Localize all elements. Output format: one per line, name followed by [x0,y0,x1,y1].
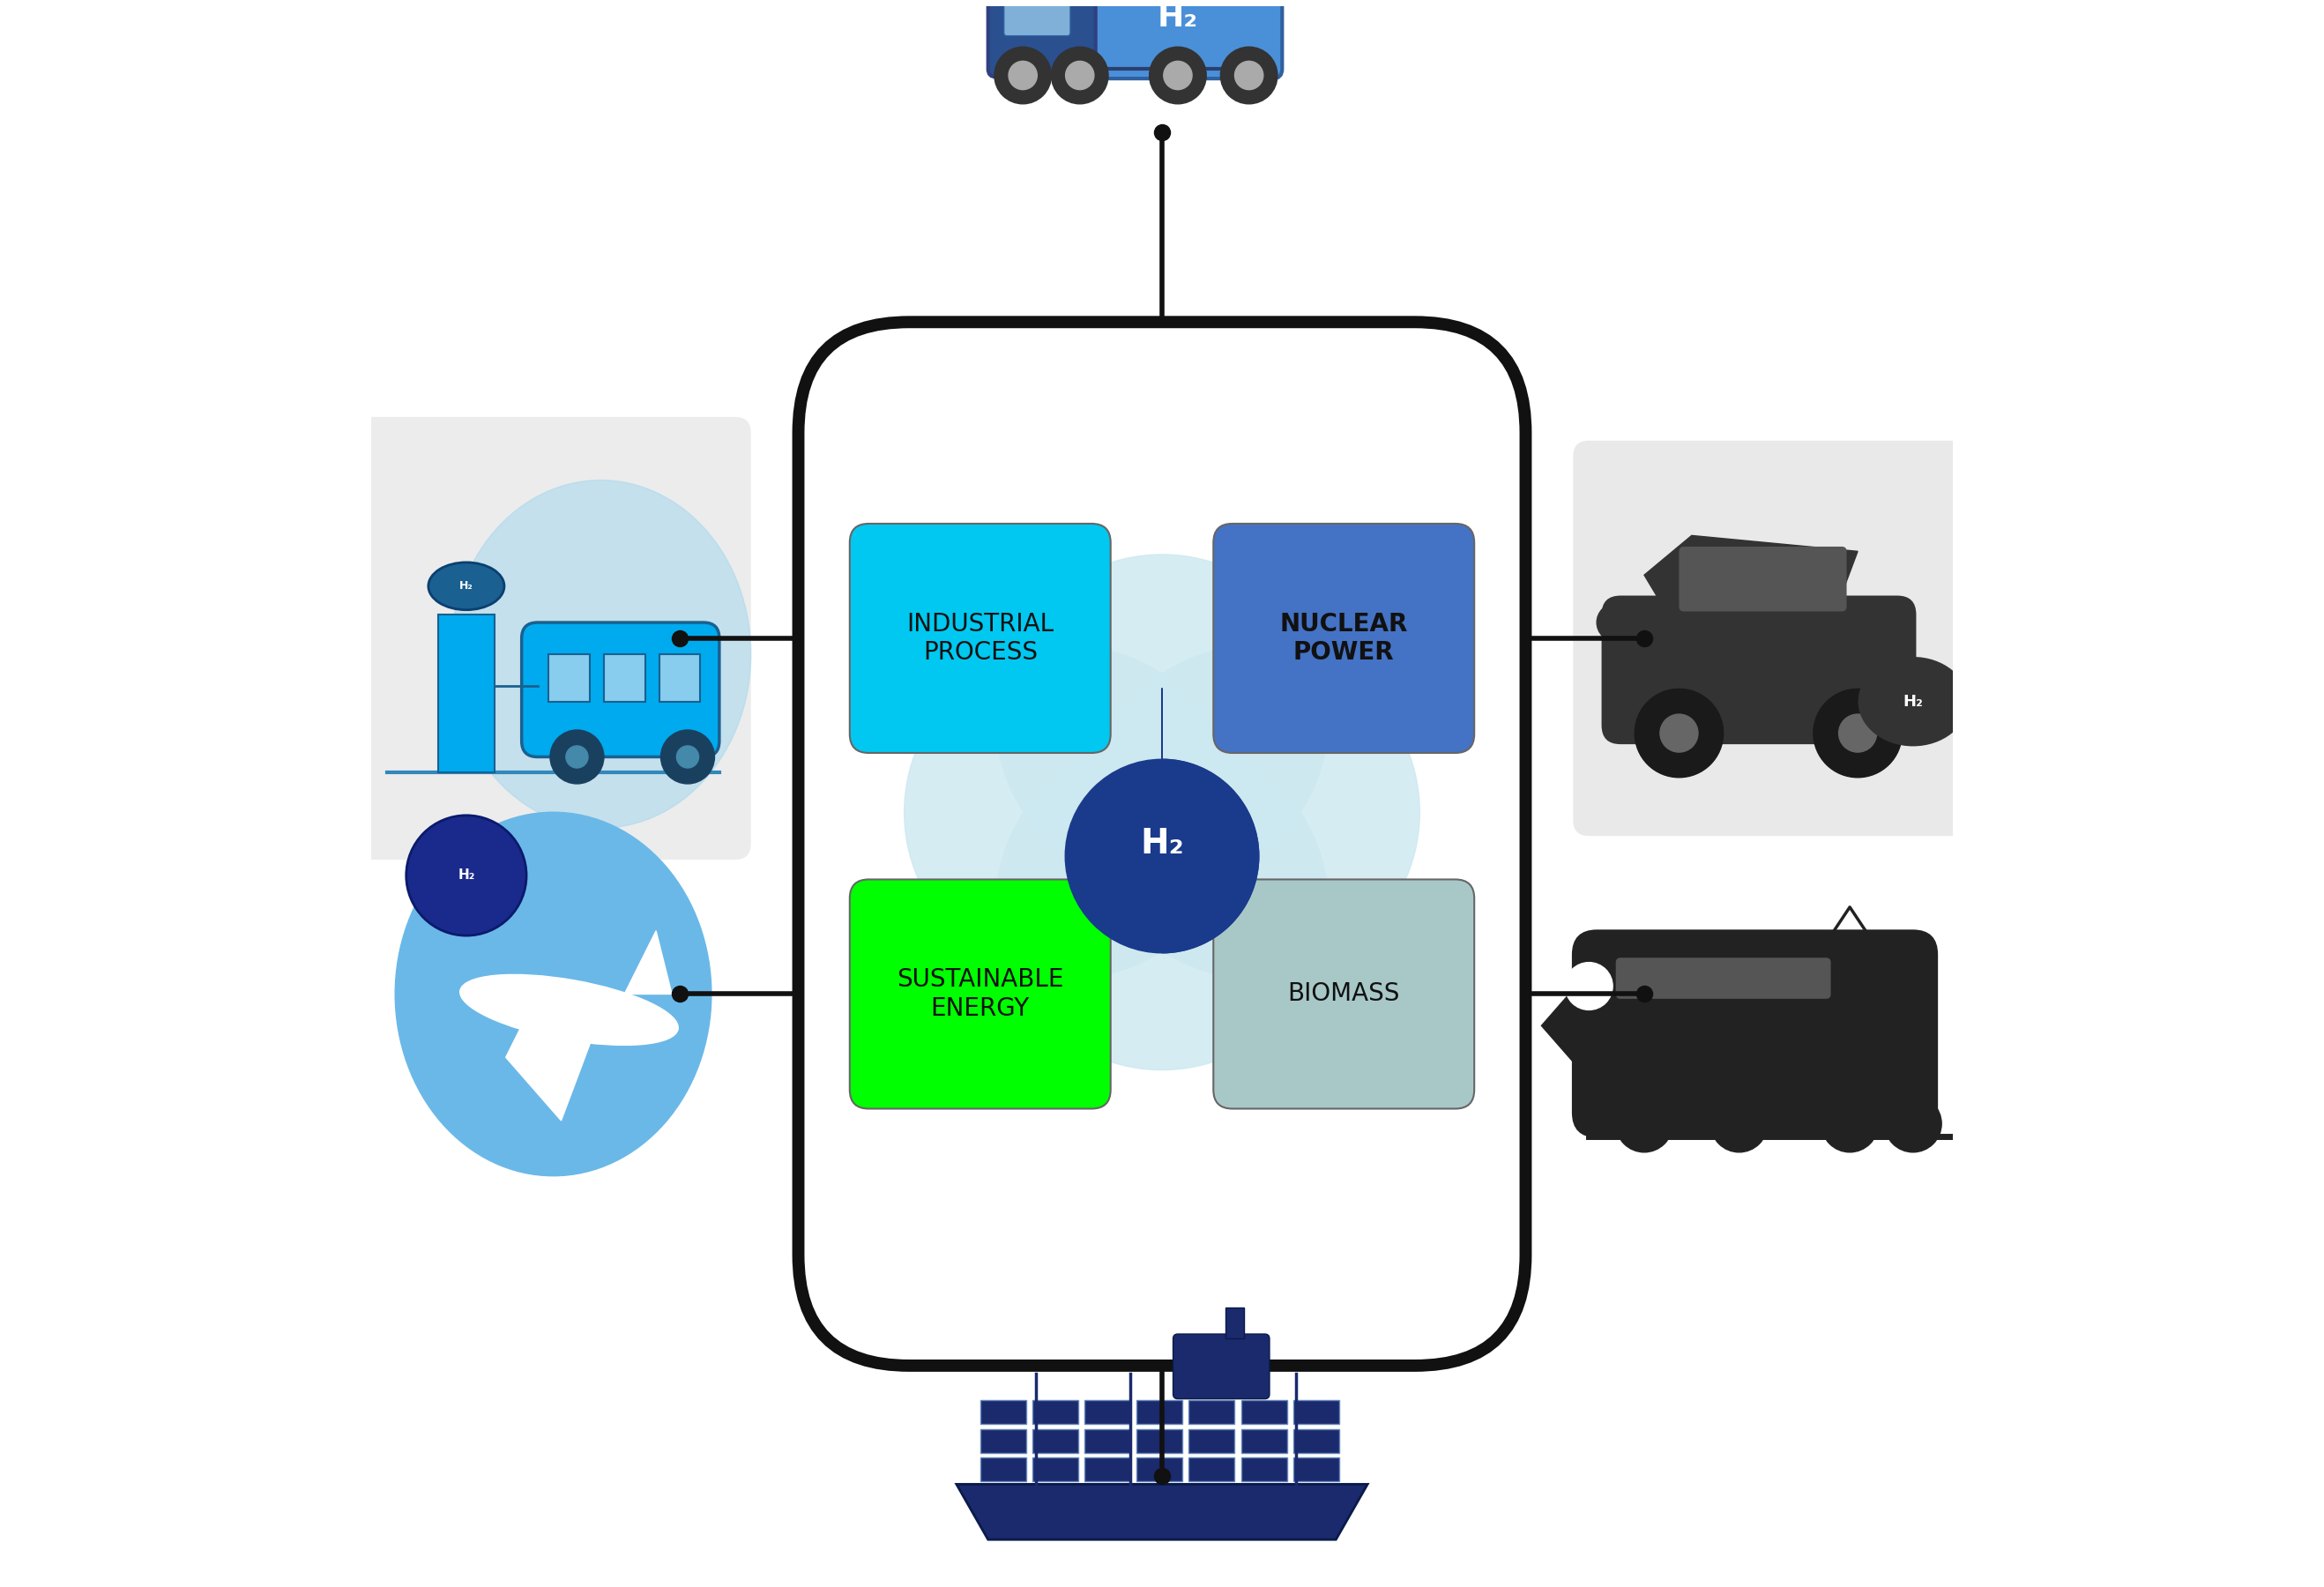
Circle shape [1871,611,1908,649]
Circle shape [1064,62,1095,89]
Circle shape [1615,1095,1673,1152]
Circle shape [1634,689,1724,778]
Circle shape [997,554,1327,887]
Bar [1190,1428,1234,1452]
Bar [1085,1400,1129,1424]
Bar [1136,1457,1183,1481]
Circle shape [1885,1095,1941,1152]
Bar [981,1400,1025,1424]
FancyBboxPatch shape [851,524,1111,752]
Circle shape [1710,1095,1769,1152]
FancyBboxPatch shape [1573,441,1968,836]
FancyBboxPatch shape [1615,957,1831,998]
Circle shape [1597,603,1634,641]
Circle shape [1009,62,1037,89]
Circle shape [1088,646,1420,978]
FancyBboxPatch shape [1601,595,1917,744]
Polygon shape [507,993,609,1120]
Bar [548,654,590,701]
Bar [1292,1428,1339,1452]
FancyBboxPatch shape [1213,879,1473,1109]
Bar [1241,1428,1287,1452]
Circle shape [1822,1095,1878,1152]
FancyBboxPatch shape [521,622,720,757]
FancyBboxPatch shape [1213,524,1473,752]
Bar [1241,1457,1287,1481]
Circle shape [1150,48,1206,103]
Ellipse shape [451,481,751,828]
Text: H₂: H₂ [1157,3,1199,33]
Circle shape [995,48,1050,103]
Circle shape [1050,48,1109,103]
Polygon shape [625,932,672,993]
FancyBboxPatch shape [1004,0,1071,37]
Bar [660,654,700,701]
Bar [981,1457,1025,1481]
Bar [1136,1428,1183,1452]
Bar [1136,1400,1183,1424]
Text: SUSTAINABLE
ENERGY: SUSTAINABLE ENERGY [897,968,1064,1020]
Circle shape [1064,759,1260,952]
Circle shape [676,746,700,768]
Bar [604,654,646,701]
Bar [1190,1457,1234,1481]
Text: NUCLEAR
POWER: NUCLEAR POWER [1281,611,1408,665]
FancyBboxPatch shape [1174,1335,1269,1398]
Ellipse shape [395,813,711,1176]
Bar [1032,1428,1078,1452]
Circle shape [1838,714,1878,752]
Ellipse shape [428,562,504,609]
Circle shape [1659,714,1699,752]
Bar [1225,1308,1243,1339]
Polygon shape [1645,535,1857,614]
Text: H₂: H₂ [1903,694,1924,709]
Bar [1292,1457,1339,1481]
FancyBboxPatch shape [356,417,751,860]
Bar [1292,1400,1339,1424]
FancyBboxPatch shape [851,879,1111,1109]
FancyBboxPatch shape [988,0,1095,78]
Text: H₂: H₂ [458,868,474,882]
Text: BIOMASS: BIOMASS [1287,982,1399,1006]
Bar [1032,1457,1078,1481]
Text: H₂: H₂ [460,581,474,592]
Circle shape [1220,48,1278,103]
Circle shape [1564,962,1613,1009]
Bar [437,614,495,773]
Ellipse shape [460,974,679,1046]
Text: H₂: H₂ [1141,827,1183,860]
Text: INDUSTRIAL
PROCESS: INDUSTRIAL PROCESS [906,611,1053,665]
Circle shape [997,738,1327,1070]
Bar [1085,1428,1129,1452]
Polygon shape [957,1484,1367,1539]
Circle shape [904,646,1236,978]
FancyBboxPatch shape [1573,932,1936,1136]
FancyBboxPatch shape [1064,0,1283,79]
Bar [1241,1400,1287,1424]
Bar [1190,1400,1234,1424]
FancyBboxPatch shape [1678,546,1848,611]
Bar [1085,1457,1129,1481]
Ellipse shape [1859,659,1966,744]
Circle shape [660,730,713,784]
FancyBboxPatch shape [799,322,1525,1366]
Circle shape [407,816,528,936]
Circle shape [551,730,604,784]
Polygon shape [1541,962,1597,1089]
Polygon shape [1162,689,1260,952]
Circle shape [567,746,588,768]
Circle shape [1234,62,1264,89]
Bar [981,1428,1025,1452]
Circle shape [1813,689,1901,778]
Bar [1032,1400,1078,1424]
Circle shape [1164,62,1192,89]
